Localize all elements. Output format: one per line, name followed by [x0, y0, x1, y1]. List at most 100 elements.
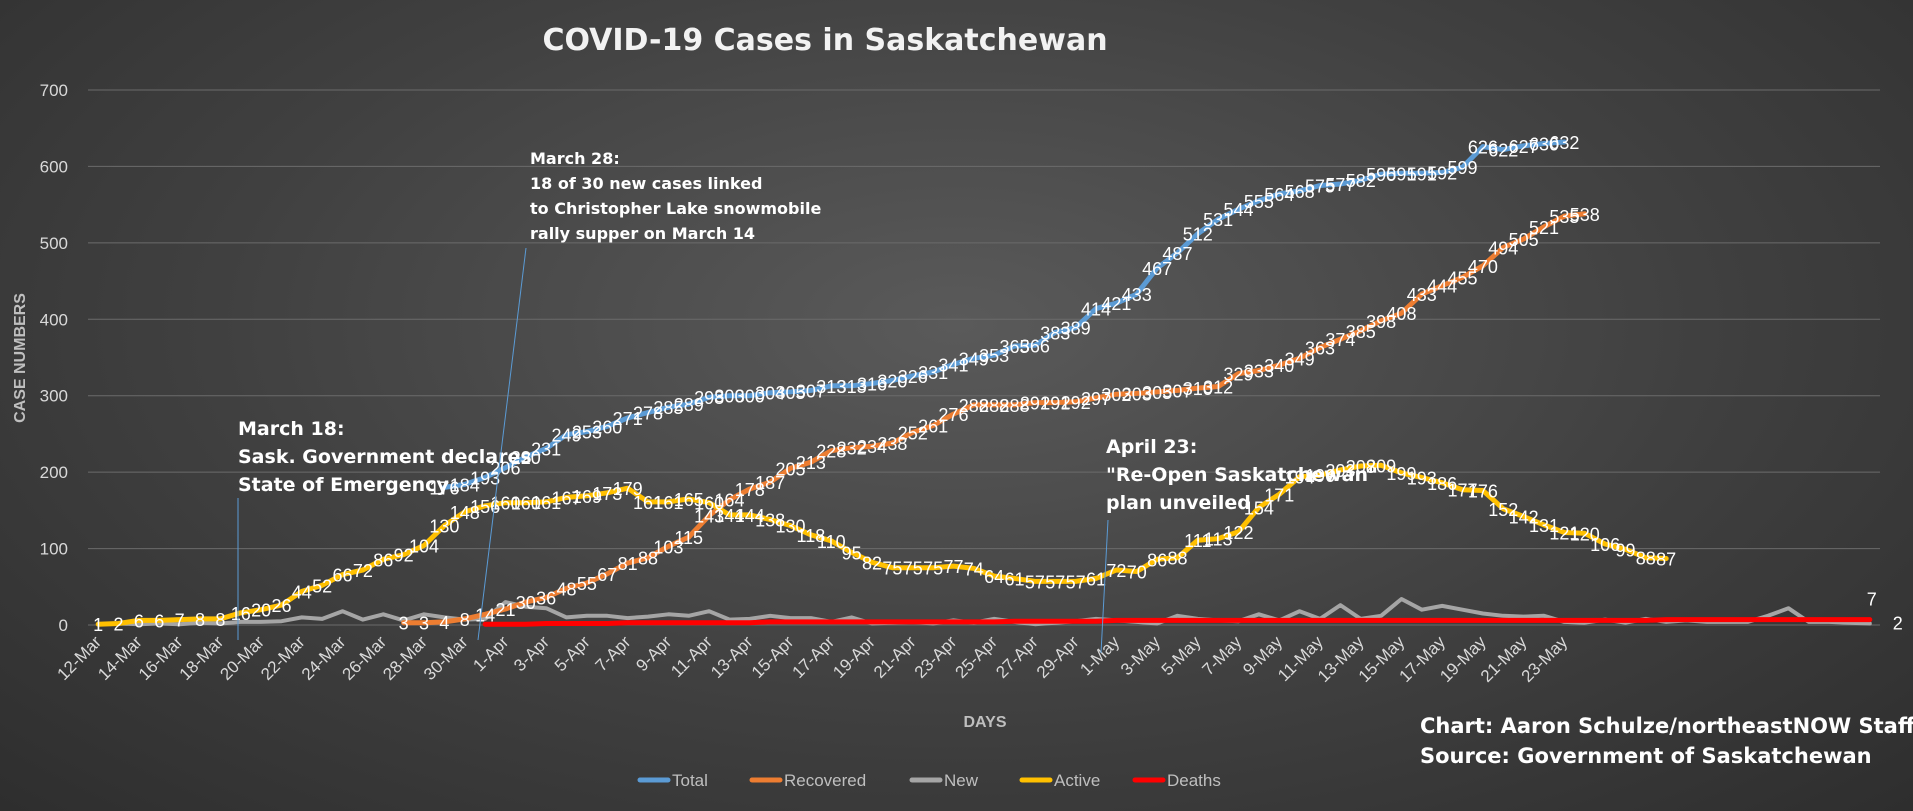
x-tick-label: 3-Apr: [510, 632, 553, 675]
data-label-recovered: 333: [1244, 361, 1274, 381]
annotation-text: Sask. Government declares: [238, 446, 532, 468]
data-label-active: 57: [1045, 572, 1065, 592]
data-label-active: 77: [943, 557, 963, 577]
data-label-active: 186: [1427, 474, 1457, 494]
x-tick-label: 17-Apr: [789, 632, 839, 682]
data-label-recovered: 88: [638, 549, 658, 569]
legend-label-new: New: [944, 771, 979, 790]
data-label-total: 591: [1407, 164, 1437, 184]
y-tick-label: 600: [40, 157, 68, 176]
data-label-active: 74: [964, 559, 984, 579]
data-label-active: 179: [613, 479, 643, 499]
data-label-recovered: 103: [653, 537, 683, 557]
data-label-active: 75: [923, 559, 943, 579]
data-label-active: 194: [1285, 468, 1315, 488]
data-label-total: 555: [1244, 192, 1274, 212]
data-label-active: 61: [1005, 569, 1025, 589]
data-label-active: 99: [1615, 540, 1635, 560]
gridlines: [88, 89, 1880, 626]
data-label-recovered: 55: [577, 574, 597, 594]
data-label-recovered: 305: [1142, 383, 1172, 403]
data-label-recovered: 276: [938, 405, 968, 425]
data-label-total: 630: [1529, 135, 1559, 155]
series-line-active: [95, 462, 1669, 627]
data-label-active: 88: [1167, 549, 1187, 569]
data-label-total: 467: [1142, 259, 1172, 279]
data-label-active: 88: [1636, 549, 1656, 569]
data-label-active: 72: [1106, 561, 1126, 581]
data-label-total: 176: [429, 478, 459, 498]
x-tick-label: 27-Apr: [992, 632, 1042, 682]
data-label-active: 72: [353, 561, 373, 581]
data-label-active: 52: [312, 576, 332, 596]
data-label-active: 121: [1549, 524, 1579, 544]
data-label-recovered: 143: [694, 507, 724, 527]
x-tick-label: 14-Mar: [94, 632, 146, 684]
y-tick-label: 100: [40, 540, 68, 559]
data-label-active: 104: [409, 537, 439, 557]
data-label-active: 111: [1184, 531, 1211, 551]
data-label-total: 568: [1285, 182, 1315, 202]
legend-label-deaths: Deaths: [1167, 771, 1221, 790]
data-label-active: 2: [114, 614, 124, 634]
data-label-total: 590: [1366, 165, 1396, 185]
data-label-active: 110: [817, 532, 846, 552]
data-label-recovered: 205: [776, 459, 806, 479]
data-label-active: 120: [1570, 524, 1600, 544]
data-label-recovered: 21: [495, 600, 515, 620]
data-label-active: 57: [1025, 572, 1045, 592]
data-label-total: 307: [796, 381, 826, 401]
x-tick-label: 25-Apr: [951, 632, 1001, 682]
x-tick-label: 1-Apr: [469, 632, 512, 675]
data-label-total: 300: [735, 387, 765, 407]
data-label-recovered: 408: [1386, 304, 1416, 324]
data-label-recovered: 164: [714, 491, 744, 511]
data-label-active: 113: [1204, 530, 1233, 550]
data-label-recovered: 178: [735, 480, 765, 500]
data-label-recovered: 455: [1448, 268, 1478, 288]
data-label-total: 626: [1468, 138, 1498, 158]
x-tick-label: 5-May: [1158, 632, 1205, 679]
data-label-recovered: 14: [475, 605, 495, 625]
data-label-active: 209: [1366, 456, 1396, 476]
data-label-active: 161: [633, 493, 663, 513]
legend-label-recovered: Recovered: [784, 771, 866, 790]
annotation-text: March 18:: [238, 418, 345, 440]
data-label-recovered: 238: [877, 434, 907, 454]
annotation-text: 18 of 30 new cases linked: [530, 174, 762, 193]
data-label-total: 564: [1264, 185, 1294, 205]
y-tick-label: 200: [40, 463, 68, 482]
x-tick-label: 22-Mar: [257, 632, 309, 684]
data-label-active: 154: [1244, 498, 1274, 518]
x-tick-label: 26-Mar: [339, 632, 391, 684]
x-tick-label: 15-Apr: [748, 632, 798, 682]
legend-label-active: Active: [1054, 771, 1100, 790]
annotation-text: March 28:: [530, 149, 620, 168]
series-line-total: [441, 139, 1567, 490]
data-label-recovered: 329: [1224, 365, 1254, 385]
data-label-active: 82: [862, 553, 882, 573]
data-label-active: 156: [470, 497, 500, 517]
data-label-recovered: 521: [1529, 218, 1559, 238]
data-label-recovered: 398: [1366, 312, 1396, 332]
data-label-active: 106: [1590, 535, 1620, 555]
data-label-recovered: 340: [1264, 356, 1294, 376]
annotation-leader: [477, 247, 527, 641]
data-label-total: 231: [531, 439, 561, 459]
x-tick-label: 19-Apr: [829, 632, 879, 682]
data-label-active: 152: [1488, 500, 1518, 520]
data-label-active: 87: [1656, 550, 1676, 570]
data-label-total: 582: [1346, 171, 1376, 191]
data-labels: 1761841932062202312492532602712782852892…: [93, 133, 1903, 635]
x-tick-label: 23-May: [1518, 632, 1572, 686]
data-label-recovered: 297: [1081, 389, 1111, 409]
data-label-total: 298: [694, 388, 724, 408]
data-label-total: 326: [898, 367, 928, 387]
x-tick-label: 13-Apr: [707, 632, 757, 682]
credit-line: Chart: Aaron Schulze/northeastNOW Staff: [1420, 714, 1913, 738]
data-label-active: 95: [842, 543, 862, 563]
data-label-total: 592: [1427, 164, 1457, 184]
data-label-active: 26: [271, 596, 291, 616]
data-label-recovered: 4: [439, 613, 449, 633]
